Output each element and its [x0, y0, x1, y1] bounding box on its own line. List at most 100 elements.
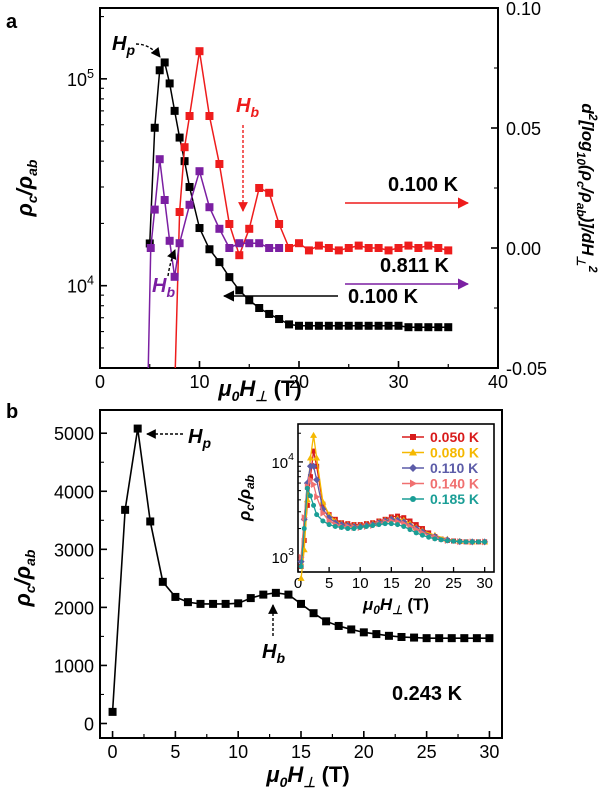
panel-a-series-2-point [265, 244, 274, 252]
panel-a-series-0-point [354, 321, 363, 330]
inset-y-tick-label-exp: 3 [288, 546, 294, 558]
panel-a-x-tick-label: 20 [289, 372, 309, 392]
inset-series-4-point [363, 524, 369, 530]
inset-series-4-point [345, 526, 351, 532]
panel-b-x-axis-sub0: 0 [280, 774, 288, 790]
inset-series-4-point [339, 525, 345, 531]
panel-b-y-tick-label: 2000 [54, 598, 94, 618]
panel-b-x-tick-label: 0 [108, 742, 118, 762]
panel-b-series-point [372, 630, 381, 639]
panel-a-y-slash-rho: /ρ [12, 176, 37, 196]
inset-series-4-point [469, 539, 475, 545]
panel-a-series-0-point [175, 133, 184, 142]
inset-x-tick-label: 20 [414, 575, 431, 592]
panel-a-hb-purple-sub: b [166, 284, 175, 300]
panel-a-series-1-point [344, 244, 353, 252]
inset-y-tick-label-exp: 4 [288, 451, 294, 463]
inset-series-0-point [311, 448, 317, 454]
panel-b-series-point [384, 631, 393, 640]
panel-a-y-tick-label-exp: 5 [87, 67, 94, 81]
inset-series-4-point [426, 534, 432, 540]
panel-a-series-2-point [205, 203, 214, 212]
panel-a-series-0-point [304, 321, 313, 330]
panel-b-inset-y-slash-rho: /ρ [235, 489, 254, 505]
inset-legend-marker-1 [409, 448, 417, 456]
panel-b-y-tick-label: 5000 [54, 424, 94, 444]
panel-b-series-point [271, 588, 280, 597]
inset-series-4-point [388, 521, 394, 527]
panel-b-inset-x-unit: (T) [403, 595, 429, 614]
panel-a-series-1-point [185, 112, 194, 120]
panel-a-series-0-point [180, 157, 189, 166]
panel-a-series-0-point [344, 321, 353, 330]
inset-series-4-point [304, 485, 310, 491]
panel-a-y-tick-label-exp: 4 [87, 274, 94, 288]
panel-a-series-1-point [225, 220, 234, 228]
inset-series-2-line [300, 465, 485, 562]
panel-a-series-0-point [155, 66, 164, 75]
panel-b-x-tick-label: 15 [291, 742, 311, 762]
inset-series-1-line [300, 435, 485, 579]
inset-y-tick-label-base: 10 [271, 455, 288, 472]
panel-a-hb-purple-arrow [167, 249, 177, 277]
panel-a-hb-red-label: Hb [236, 95, 259, 120]
panel-a-series-1-point [265, 188, 274, 197]
panel-a-series-0-point [384, 321, 393, 330]
panel-a-r-sup2b: 2 [586, 265, 600, 273]
panel-a-series-1-point [255, 184, 264, 192]
inset-y-tick-label: 104 [271, 451, 294, 472]
panel-a-series-2-point [215, 224, 224, 233]
inset-series-4-point [376, 522, 382, 528]
panel-a-series-2-point [146, 244, 155, 252]
inset-legend-marker-2 [409, 464, 417, 472]
panel-a-hp-arrow [135, 43, 161, 58]
panel-a-series-1-point [434, 244, 443, 252]
inset-series-4-point [482, 539, 488, 545]
panel-b-x-tick-label: 10 [228, 742, 248, 762]
panel-b-x-axis-h: H [287, 762, 304, 787]
panel-a-r-sub-ab: ab [574, 203, 588, 217]
panel-b-series-point [234, 599, 243, 608]
panel-a-right-tick-label: 0.00 [506, 239, 541, 259]
panel-a-y-tick-label: 104 [67, 274, 94, 297]
inset-legend-label-0: 0.050 K [430, 429, 479, 445]
panel-a-series-0-point [185, 182, 194, 191]
panel-a-series-0-point [374, 321, 383, 330]
panel-b-x-axis-perp: ⊥ [303, 774, 315, 790]
panel-b-hp-label: Hp [188, 426, 211, 451]
panel-a-hp-letter: H [112, 33, 127, 55]
inset-series-3-point [307, 476, 314, 484]
panel-b-inset-legend: 0.050 K0.080 K0.110 K0.140 K0.185 K [402, 429, 479, 507]
panel-b-y-sub-ab: ab [22, 549, 38, 566]
inset-series-4-point [370, 523, 376, 529]
panel-b-y-slash-rho: /ρ [10, 566, 35, 586]
panel-a-x-tick-label: 40 [488, 372, 508, 392]
panel-b-series-point [209, 599, 218, 608]
panel-a-series-1-point [171, 388, 179, 396]
inset-series-4-point [311, 502, 317, 508]
panel-a-hb-purple-label: Hb [152, 275, 175, 300]
panel-a-hb-purple-letter: H [152, 275, 167, 297]
panel-a-series-1-point [304, 246, 313, 255]
panel-a-series-0-point [394, 321, 403, 330]
panel-a-series-1-point [275, 220, 284, 228]
panel-b-series-point [221, 599, 230, 608]
inset-series-1-point [313, 454, 321, 461]
panel-b-series-point [334, 621, 343, 630]
panel-b-inset-x-mu: μ [362, 595, 374, 614]
panel-a-series-1-point [195, 47, 204, 56]
panel-b-y-tick-label: 4000 [54, 482, 94, 502]
inset-legend-label-1: 0.080 K [430, 445, 479, 461]
panel-b-inset-y-rho1: ρ [235, 511, 254, 522]
panel-b-series-point [460, 634, 469, 643]
inset-series-4-point [382, 521, 388, 527]
inset-x-tick-label: 0 [294, 575, 302, 592]
panel-b-y-tick-label: 1000 [54, 656, 94, 676]
inset-series-4-point [326, 522, 332, 528]
panel-b-series-point [171, 592, 180, 601]
panel-a-series-0-point [424, 323, 433, 332]
panel-a-series-1-point [324, 244, 333, 252]
